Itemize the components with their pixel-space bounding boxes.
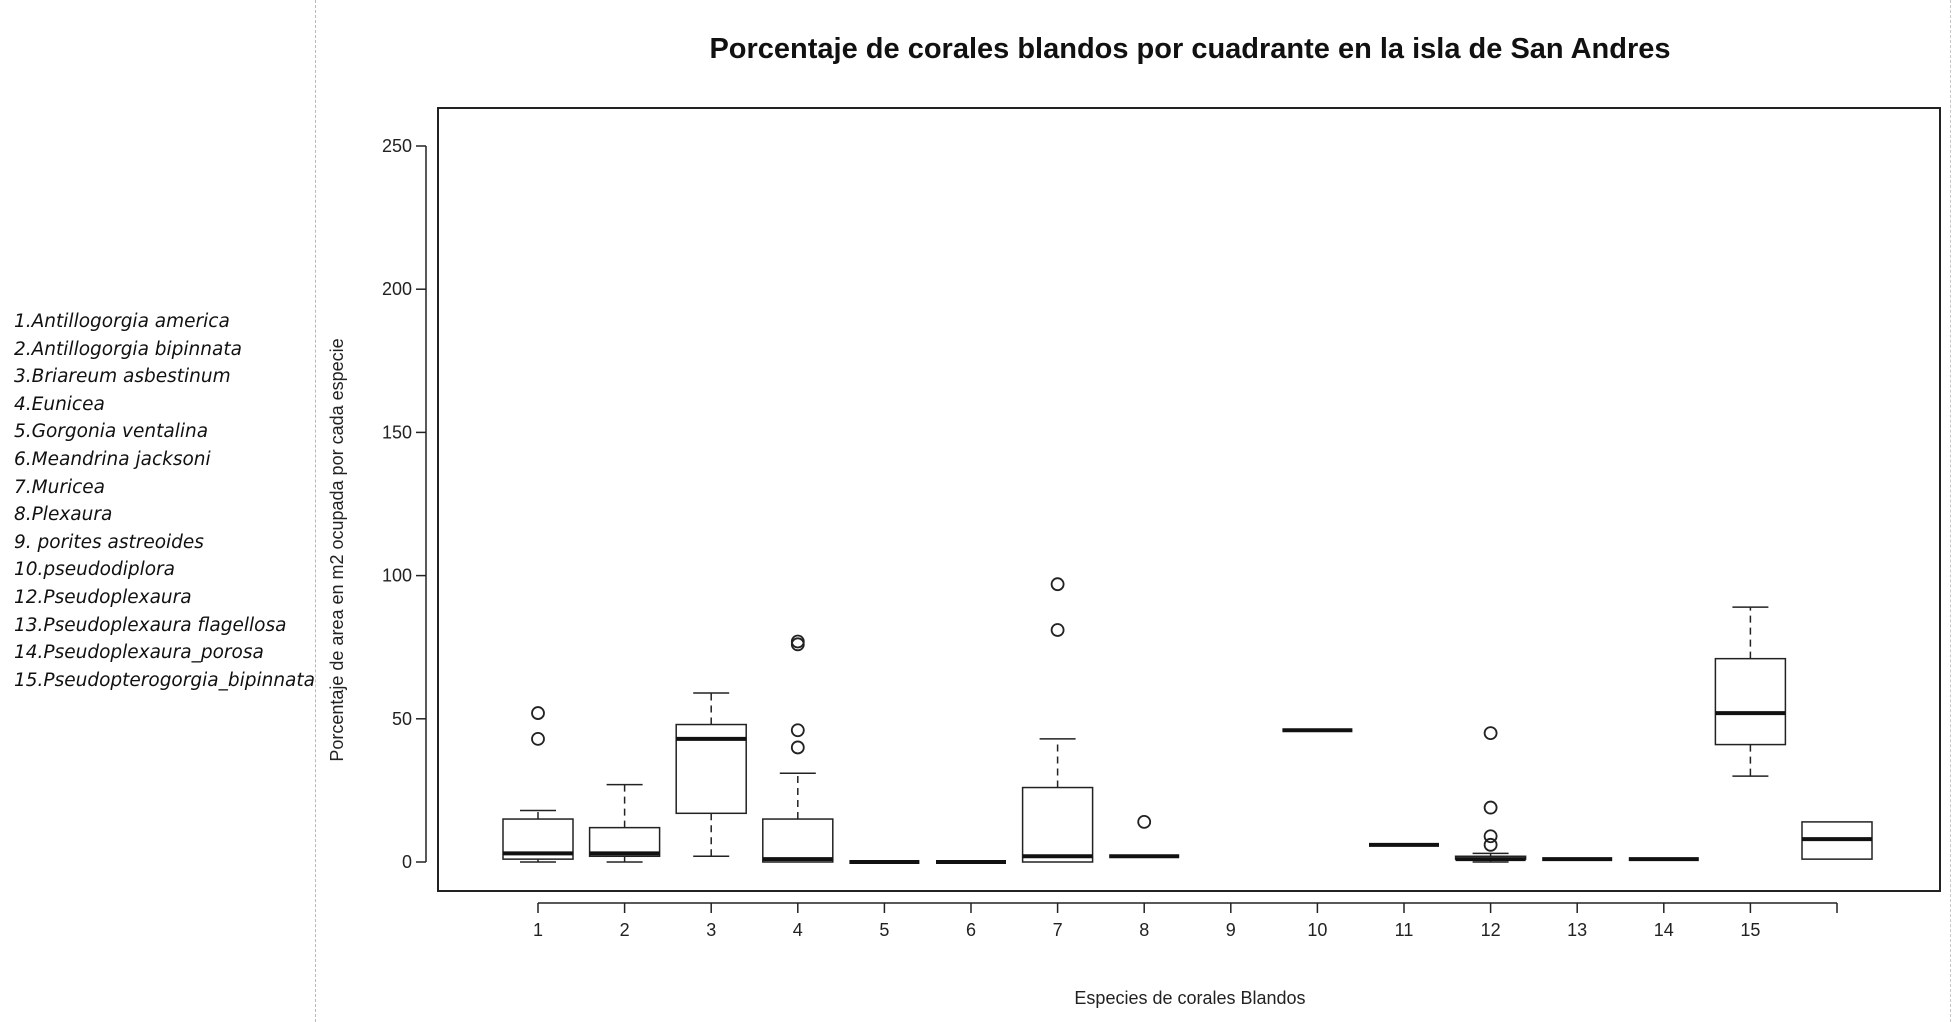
outlier-point — [790, 637, 805, 652]
outlier-point — [1137, 815, 1152, 829]
x-tick-label: 14 — [1654, 920, 1674, 940]
legend-item: 7.Muricea — [14, 476, 105, 498]
x-tick-label: 15 — [1740, 920, 1760, 940]
legend-item: 6.Meandrina jacksoni — [14, 448, 211, 470]
chart-title: Porcentaje de corales blandos por cuadra… — [709, 33, 1670, 65]
x-tick-label: 13 — [1567, 920, 1587, 940]
box-15 — [1714, 606, 1787, 777]
y-tick-label: 0 — [402, 852, 412, 872]
x-tick-label: 6 — [966, 920, 976, 940]
box-extra — [1801, 821, 1873, 860]
y-tick-label: 250 — [382, 136, 412, 156]
y-tick-label: 50 — [392, 709, 412, 729]
plot-frame — [437, 107, 1941, 892]
legend-item: 9. porites astreoides — [14, 531, 204, 553]
species-legend: 1.Antillogorgia america 2.Antillogorgia b… — [14, 308, 315, 694]
x-tick-label: 8 — [1139, 920, 1149, 940]
y-axis: 0 50 100 150 200 250 — [382, 136, 427, 872]
legend-item: 4.Eunicea — [14, 393, 105, 415]
x-tick-label: 11 — [1395, 920, 1414, 940]
box-12 — [1454, 726, 1527, 863]
legend-item: 2.Antillogorgia bipinnata — [14, 338, 242, 360]
x-axis: 1 2 3 4 5 6 7 8 9 10 11 12 13 14 15 — [533, 902, 1838, 940]
box-4 — [762, 634, 834, 863]
y-axis-label: Porcentaje de area en m2 ocupada por cad… — [327, 338, 347, 761]
legend-item: 10.pseudodiplora — [14, 559, 175, 581]
box-1 — [502, 706, 574, 863]
y-tick-label: 150 — [382, 422, 412, 442]
x-tick-label: 2 — [620, 920, 630, 940]
outlier-point — [1050, 623, 1065, 637]
legend-item: 3.Briareum asbestinum — [14, 366, 231, 388]
box-8 — [1109, 815, 1180, 859]
x-tick-label: 7 — [1053, 920, 1063, 940]
legend-item: 12.Pseudoplexaura — [14, 586, 192, 608]
legend-item: 15.Pseudopterogorgia_bipinnata — [14, 669, 315, 691]
outlier-point — [531, 706, 545, 720]
y-tick-label: 200 — [382, 279, 412, 299]
outlier-point — [1483, 726, 1498, 741]
legend-item: 13.Pseudoplexaura flagellosa — [14, 614, 287, 636]
outlier-point — [1483, 829, 1498, 844]
outlier-point — [531, 731, 545, 746]
x-tick-label: 9 — [1226, 920, 1236, 940]
outlier-point — [1050, 577, 1065, 592]
x-tick-label: 1 — [533, 920, 543, 940]
x-tick-label: 10 — [1307, 920, 1327, 940]
box-2 — [588, 783, 661, 863]
legend-item: 14.Pseudoplexaura_porosa — [14, 642, 264, 664]
legend-item: 5.Gorgonia ventalina — [14, 421, 209, 443]
boxes-layer — [502, 577, 1873, 864]
x-tick-label: 5 — [879, 920, 889, 940]
legend-item: 8.Plexaura — [14, 504, 113, 526]
iqr-box — [1021, 786, 1094, 863]
x-axis-label: Especies de corales Blandos — [1074, 988, 1305, 1008]
box-3 — [675, 692, 747, 858]
legend-item: 1.Antillogorgia america — [14, 311, 230, 332]
iqr-box — [762, 818, 834, 863]
outlier-point — [1483, 837, 1498, 852]
outlier-point — [1483, 800, 1498, 815]
outlier-point — [790, 740, 805, 755]
x-tick-label: 12 — [1481, 920, 1501, 940]
box-7 — [1021, 577, 1094, 863]
left-divider — [315, 0, 316, 1022]
x-tick-label: 3 — [706, 920, 716, 940]
x-tick-label: 4 — [793, 920, 803, 940]
outlier-point — [790, 634, 805, 649]
iqr-box — [1714, 657, 1787, 746]
right-divider — [1950, 0, 1951, 1022]
outlier-point — [790, 723, 805, 738]
y-tick-label: 100 — [382, 566, 412, 586]
